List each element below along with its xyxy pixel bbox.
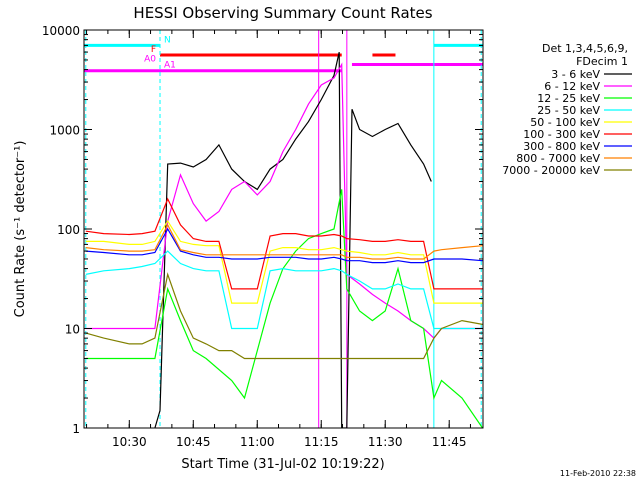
series-line-6 <box>85 227 483 264</box>
x-axis-label: Start Time (31-Jul-02 10:19:22) <box>181 457 384 472</box>
series-line-3 <box>85 250 483 330</box>
legend-title-line-0: Det 1,3,4,5,6,9, <box>542 42 628 55</box>
series-line-5 <box>85 197 483 290</box>
y-axis-label: Count Rate (s⁻¹ detector⁻¹) <box>13 141 28 318</box>
chart-title: HESSI Observing Summary Count Rates <box>133 4 432 22</box>
series-line-8 <box>85 272 483 360</box>
y-axis: 1 10 100 1000 10000 <box>42 24 483 436</box>
legend-entry-label-4: 50 - 100 keV <box>530 116 600 129</box>
y-tick-label-3: 1000 <box>49 124 80 138</box>
x-tick-label-1: 10:45 <box>176 435 211 449</box>
vertical-markers <box>85 30 482 428</box>
legend-entry-label-8: 7000 - 20000 keV <box>502 164 600 177</box>
y-tick-label-0: 1 <box>72 422 80 436</box>
series-line-7 <box>85 223 483 260</box>
legend-entry-label-2: 12 - 25 keV <box>537 92 600 105</box>
y-tick-label-2: 100 <box>57 223 80 237</box>
flag-label-a1: A1 <box>164 61 176 71</box>
flag-label-a0: A0 <box>144 55 156 65</box>
series-line-2 <box>85 189 483 428</box>
legend-entry-label-6: 300 - 800 keV <box>523 140 600 153</box>
y-tick-label-4: 10000 <box>42 24 80 38</box>
x-tick-label-4: 11:30 <box>368 435 403 449</box>
flag-label-n: N <box>164 35 171 45</box>
footer-timestamp: 11-Feb-2010 22:38 <box>560 469 636 478</box>
series-line-0 <box>154 51 432 428</box>
plot-frame <box>83 29 484 429</box>
legend-title-line-1: FDecim 1 <box>576 55 628 68</box>
x-tick-label-5: 11:45 <box>432 435 467 449</box>
legend-entry-label-7: 800 - 7000 keV <box>516 152 600 165</box>
observing-flags <box>84 43 483 73</box>
legend-entry-label-1: 6 - 12 keV <box>544 80 600 93</box>
x-axis: 10:30 10:45 11:00 11:15 11:30 11:45 <box>86 30 471 449</box>
series-line-4 <box>85 219 483 304</box>
x-tick-label-0: 10:30 <box>112 435 147 449</box>
x-tick-label-3: 11:15 <box>304 435 339 449</box>
series-line-1 <box>85 62 483 339</box>
series-lines <box>85 51 483 428</box>
legend-entry-label-3: 25 - 50 keV <box>537 104 600 117</box>
flag-label-f: F <box>151 45 156 55</box>
legend-entry-label-5: 100 - 300 keV <box>523 128 600 141</box>
x-tick-label-2: 11:00 <box>240 435 275 449</box>
legend-entry-label-0: 3 - 6 keV <box>551 68 600 81</box>
y-tick-label-1: 10 <box>65 323 80 337</box>
